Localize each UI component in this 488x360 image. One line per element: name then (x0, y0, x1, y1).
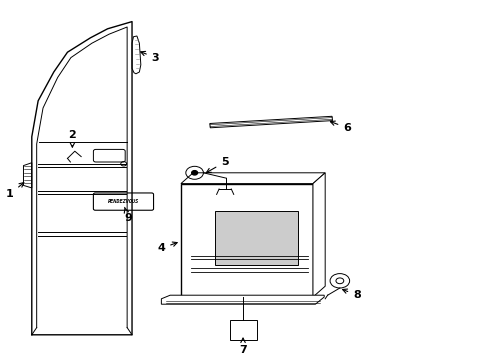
Text: 9: 9 (124, 207, 132, 223)
FancyBboxPatch shape (215, 211, 298, 265)
Text: 5: 5 (206, 157, 228, 172)
Circle shape (191, 171, 197, 175)
Text: 4: 4 (157, 242, 177, 253)
Text: 6: 6 (330, 121, 350, 133)
Polygon shape (209, 116, 332, 128)
Text: 8: 8 (342, 289, 360, 300)
Text: RENDEZVOUS: RENDEZVOUS (108, 199, 139, 204)
FancyBboxPatch shape (93, 193, 153, 210)
Text: 1: 1 (6, 183, 24, 199)
Text: 3: 3 (141, 51, 159, 63)
Polygon shape (181, 173, 325, 184)
FancyBboxPatch shape (229, 320, 256, 340)
FancyBboxPatch shape (181, 184, 312, 297)
Polygon shape (312, 173, 325, 297)
Text: 7: 7 (239, 338, 246, 355)
Text: 2: 2 (68, 130, 76, 147)
Polygon shape (132, 36, 141, 74)
Polygon shape (161, 295, 324, 304)
FancyBboxPatch shape (93, 149, 125, 162)
Polygon shape (23, 163, 32, 188)
